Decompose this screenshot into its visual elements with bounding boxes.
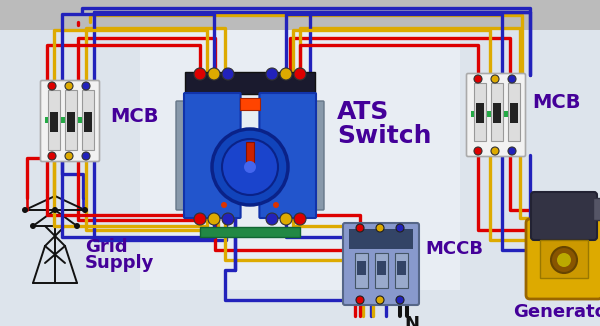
Bar (65, 90, 77, 150)
Circle shape (244, 161, 256, 173)
Text: MCB: MCB (532, 93, 581, 112)
Bar (375, 253, 388, 288)
Text: Generator: Generator (512, 303, 600, 321)
Text: Supply: Supply (85, 254, 154, 272)
Circle shape (74, 223, 80, 229)
Circle shape (551, 247, 577, 273)
Bar (82, 90, 94, 150)
Circle shape (266, 213, 278, 225)
Circle shape (82, 82, 90, 90)
Bar (508, 83, 520, 141)
Circle shape (65, 152, 73, 160)
Bar (493, 103, 501, 123)
Circle shape (194, 213, 206, 225)
Circle shape (30, 223, 36, 229)
Bar (67, 112, 75, 132)
Circle shape (194, 68, 206, 80)
Bar (397, 261, 406, 275)
Circle shape (356, 296, 364, 304)
FancyBboxPatch shape (308, 101, 324, 210)
Circle shape (82, 207, 88, 213)
Bar (0, 0, 600, 30)
Bar (200, 227, 300, 237)
Bar (349, 229, 413, 249)
FancyBboxPatch shape (259, 93, 316, 218)
Bar (45, 117, 95, 123)
Circle shape (48, 152, 56, 160)
Circle shape (280, 68, 292, 80)
Bar (510, 103, 518, 123)
Circle shape (208, 68, 220, 80)
Circle shape (356, 224, 364, 232)
Circle shape (474, 147, 482, 155)
Circle shape (294, 213, 306, 225)
Bar (474, 83, 486, 141)
FancyBboxPatch shape (467, 73, 526, 156)
Circle shape (52, 207, 58, 213)
Circle shape (491, 75, 499, 83)
Circle shape (557, 253, 571, 267)
Circle shape (222, 213, 234, 225)
Bar (240, 98, 260, 110)
Text: ATS: ATS (337, 100, 389, 124)
Bar (377, 261, 386, 275)
Bar (357, 261, 366, 275)
Circle shape (474, 75, 482, 83)
Text: Grid: Grid (85, 238, 128, 256)
Bar (491, 83, 503, 141)
Bar (476, 103, 484, 123)
Circle shape (396, 296, 404, 304)
Circle shape (273, 202, 279, 208)
Bar (593, 198, 600, 220)
Bar (395, 253, 408, 288)
Circle shape (266, 68, 278, 80)
Bar (355, 253, 368, 288)
Circle shape (294, 68, 306, 80)
Circle shape (376, 224, 384, 232)
Circle shape (376, 296, 384, 304)
FancyBboxPatch shape (343, 223, 419, 305)
Circle shape (212, 129, 288, 205)
Circle shape (508, 147, 516, 155)
Bar (48, 90, 60, 150)
Bar (84, 112, 92, 132)
Circle shape (48, 82, 56, 90)
Circle shape (396, 224, 404, 232)
Bar (246, 142, 254, 164)
Bar (471, 111, 521, 117)
Bar (185, 72, 315, 94)
Circle shape (208, 213, 220, 225)
Text: MCB: MCB (110, 107, 158, 126)
Text: Switch: Switch (337, 124, 431, 148)
Circle shape (221, 202, 227, 208)
Circle shape (280, 213, 292, 225)
Text: N: N (404, 315, 419, 326)
Circle shape (22, 207, 28, 213)
Circle shape (65, 82, 73, 90)
Bar (540, 240, 588, 278)
FancyBboxPatch shape (184, 93, 241, 218)
FancyBboxPatch shape (41, 81, 100, 161)
Bar (140, 30, 460, 290)
FancyBboxPatch shape (526, 219, 600, 299)
Circle shape (222, 68, 234, 80)
FancyBboxPatch shape (531, 192, 597, 240)
Polygon shape (0, 30, 600, 326)
Bar (50, 112, 58, 132)
Text: MCCB: MCCB (425, 240, 483, 258)
Circle shape (82, 152, 90, 160)
Circle shape (491, 147, 499, 155)
Circle shape (508, 75, 516, 83)
Circle shape (222, 139, 278, 195)
FancyBboxPatch shape (176, 101, 192, 210)
